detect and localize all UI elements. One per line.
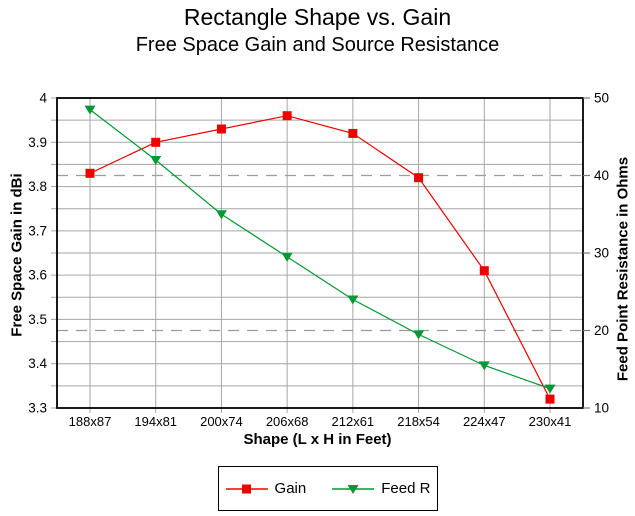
svg-text:30: 30 — [594, 246, 609, 261]
dashed-reference-lines — [57, 174, 583, 332]
axis-tick-labels: 4 3.9 3.8 3.7 3.6 3.5 3.4 3.3 50 40 30 20 10 188x87 19… — [28, 91, 609, 430]
svg-text:224x47: 224x47 — [463, 414, 506, 429]
feed-r-series-marker-icon — [332, 484, 375, 494]
svg-text:188x87: 188x87 — [69, 414, 112, 429]
svg-text:4: 4 — [39, 91, 47, 106]
legend-item-feedr: Feed R — [332, 481, 430, 496]
svg-text:3.9: 3.9 — [28, 135, 47, 150]
svg-text:194x81: 194x81 — [134, 414, 177, 429]
gain-series — [85, 111, 555, 404]
svg-text:3.4: 3.4 — [28, 356, 47, 371]
svg-text:3.8: 3.8 — [28, 179, 47, 194]
gridlines — [51, 97, 583, 413]
gain-series-marker-icon — [225, 484, 268, 493]
svg-text:206x68: 206x68 — [266, 414, 309, 429]
svg-text:3.3: 3.3 — [28, 401, 47, 416]
svg-text:40: 40 — [594, 168, 609, 183]
svg-text:3.6: 3.6 — [28, 268, 47, 283]
right-axis-ticks — [583, 97, 590, 409]
svg-text:3.7: 3.7 — [28, 223, 47, 238]
svg-text:212x61: 212x61 — [332, 414, 375, 429]
svg-text:20: 20 — [594, 323, 609, 338]
svg-text:218x54: 218x54 — [397, 414, 440, 429]
svg-text:10: 10 — [594, 401, 609, 416]
svg-text:3.5: 3.5 — [28, 312, 47, 327]
feed-r-series — [84, 105, 556, 394]
chart-title: Rectangle Shape vs. Gain — [183, 4, 452, 30]
svg-text:50: 50 — [594, 91, 609, 106]
legend-label-gain: Gain — [274, 480, 307, 497]
x-axis-title: Shape (L x H in Feet) — [243, 431, 392, 448]
legend: Gain Feed R — [218, 466, 438, 511]
legend-label-feedr: Feed R — [381, 480, 431, 497]
legend-item-gain: Gain — [225, 480, 307, 497]
chart-subtitle: Free Space Gain and Source Resistance — [135, 34, 500, 56]
svg-text:200x74: 200x74 — [200, 414, 243, 429]
svg-text:230x41: 230x41 — [529, 414, 572, 429]
